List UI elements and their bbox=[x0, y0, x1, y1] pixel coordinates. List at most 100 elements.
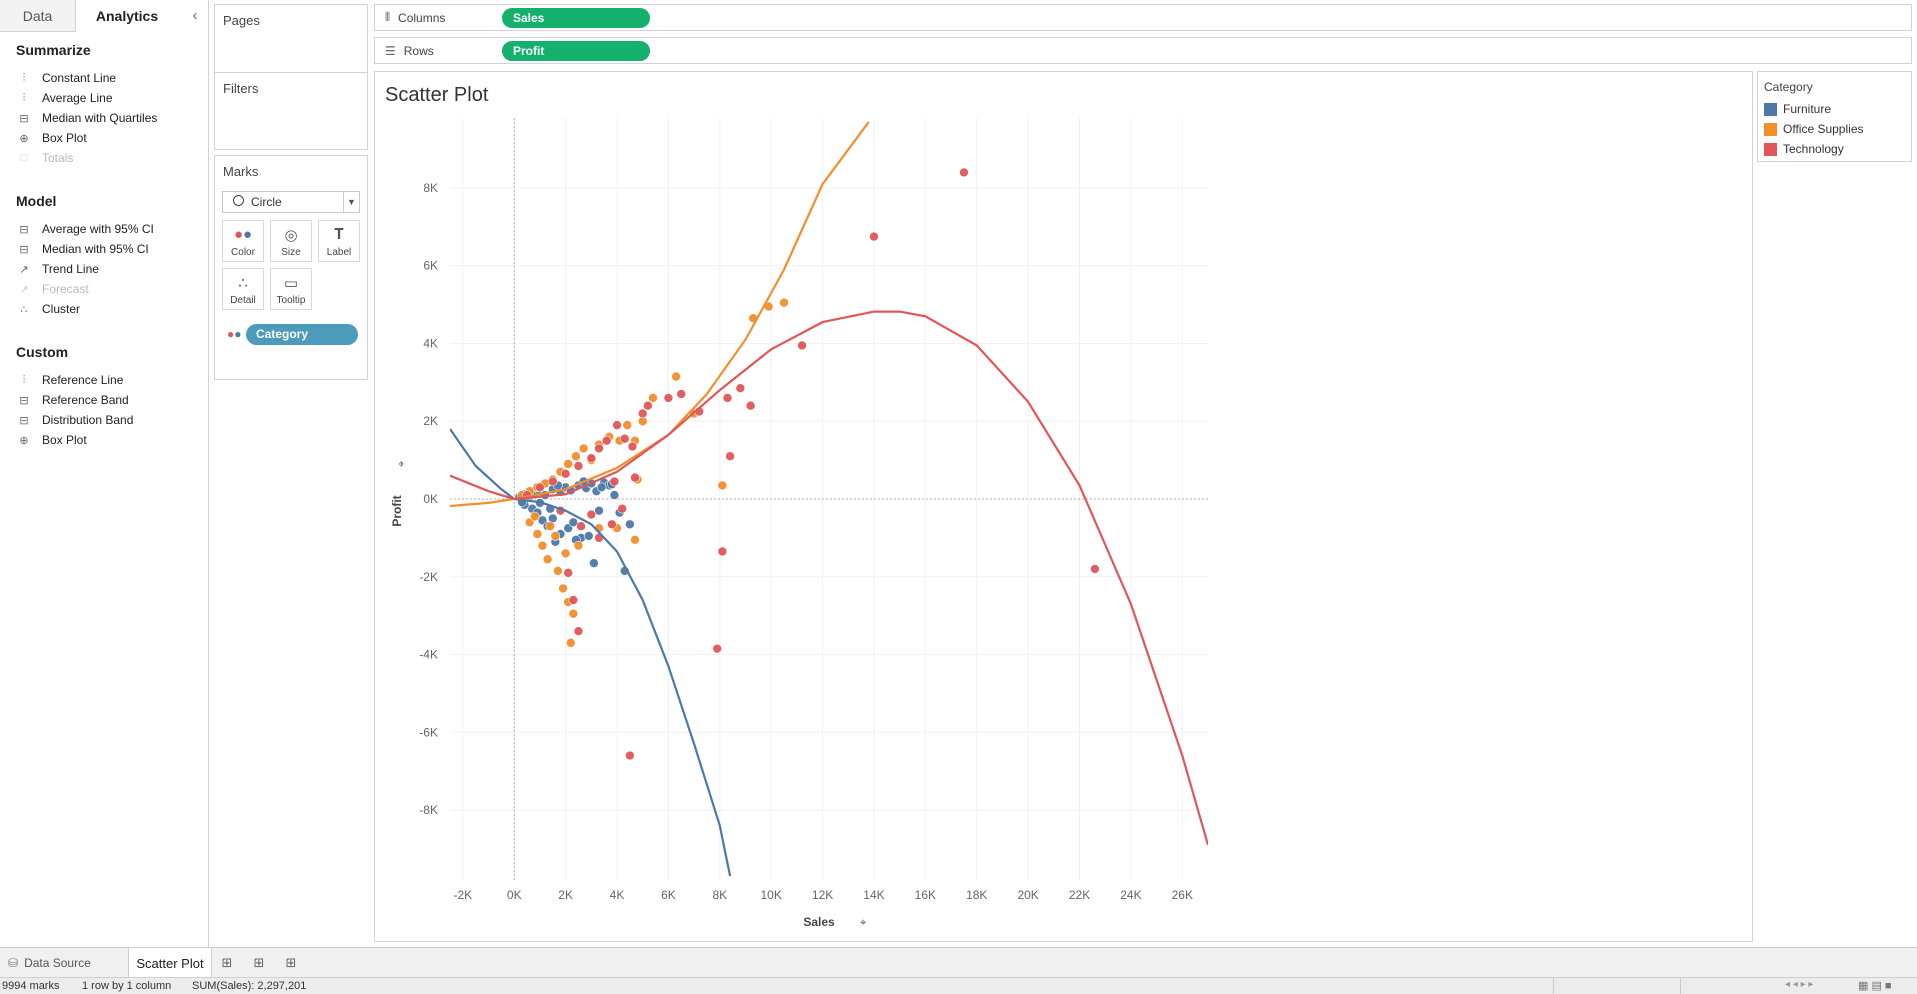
analytics-item-constant-line[interactable]: ⫶ Constant Line bbox=[16, 69, 206, 87]
y-tick-label: -8K bbox=[419, 803, 438, 817]
filters-card[interactable]: Filters bbox=[214, 72, 368, 150]
label-icon: 𝐓 bbox=[334, 226, 344, 243]
tab-scatter-plot[interactable]: Scatter Plot bbox=[128, 948, 212, 978]
data-point-technology bbox=[637, 408, 648, 419]
analytics-item-trend-line[interactable]: ↗ Trend Line bbox=[16, 260, 206, 278]
tab-data-source[interactable]: ⛁ Data Source bbox=[2, 950, 126, 976]
analytics-item-median-quartiles[interactable]: ⊟ Median with Quartiles bbox=[16, 109, 206, 127]
average-ci-icon: ⊟ bbox=[19, 223, 29, 236]
analytics-item-average-line[interactable]: ⫶ Average Line bbox=[16, 89, 206, 107]
marks-size-button[interactable]: ◎ Size bbox=[270, 220, 312, 262]
trend-line-technology bbox=[450, 310, 1208, 846]
marks-button-label: Label bbox=[326, 247, 352, 258]
x-tick-label: 20K bbox=[1017, 888, 1038, 902]
sheet-nav-icons[interactable]: ◂ ◂ ▸ ▸ bbox=[1785, 979, 1814, 990]
chevron-down-icon: ▼ bbox=[343, 192, 359, 212]
legend-item-office-supplies[interactable]: Office Supplies bbox=[1764, 120, 1864, 138]
columns-shelf[interactable]: ⫴ Columns Sales bbox=[374, 4, 1912, 31]
y-axis-title: Profit bbox=[390, 495, 404, 526]
filters-card-title: Filters bbox=[223, 81, 259, 96]
new-worksheet-icon[interactable]: ⊞ bbox=[221, 955, 233, 970]
analytics-item-cluster[interactable]: ∴ Cluster bbox=[16, 300, 206, 318]
analytics-item-forecast: ↗ Forecast bbox=[16, 280, 206, 298]
database-icon: ⛁ bbox=[8, 956, 19, 970]
data-point-technology bbox=[663, 393, 674, 403]
analytics-item-label: Constant Line bbox=[42, 71, 117, 85]
analytics-item-reference-line[interactable]: ⫶ Reference Line bbox=[16, 371, 206, 389]
analytics-item-average-ci[interactable]: ⊟ Average with 95% CI bbox=[16, 220, 206, 238]
analytics-item-reference-band[interactable]: ⊟ Reference Band bbox=[16, 391, 206, 409]
analytics-item-box-plot-custom[interactable]: ⊕ Box Plot bbox=[16, 431, 206, 449]
data-point-office-supplies bbox=[571, 451, 581, 462]
analytics-item-label: Box Plot bbox=[42, 131, 87, 145]
data-point-technology bbox=[745, 400, 756, 411]
analytics-item-label: Reference Band bbox=[42, 393, 129, 407]
legend-swatch bbox=[1764, 122, 1777, 136]
rows-shelf[interactable]: ☰ Rows Profit bbox=[374, 37, 1912, 64]
pin-icon: ⌖ bbox=[396, 461, 408, 467]
data-point-office-supplies bbox=[560, 548, 571, 559]
data-point-office-supplies bbox=[568, 608, 579, 619]
new-dashboard-icon[interactable]: ⊞ bbox=[253, 955, 265, 970]
tab-data[interactable]: Data bbox=[0, 0, 76, 32]
data-point-furniture bbox=[596, 482, 607, 493]
analytics-item-distribution-band[interactable]: ⊟ Distribution Band bbox=[16, 411, 206, 429]
status-marks-count: 9994 marks bbox=[2, 980, 60, 992]
x-tick-label: 4K bbox=[610, 888, 625, 902]
size-icon: ◎ bbox=[284, 227, 298, 244]
forecast-icon: ↗ bbox=[19, 283, 29, 296]
data-point-technology bbox=[619, 433, 630, 444]
data-point-office-supplies bbox=[545, 521, 556, 532]
plot-marks bbox=[450, 121, 1208, 877]
rows-icon: ☰ bbox=[385, 43, 396, 58]
data-point-technology bbox=[601, 435, 612, 446]
color-icon: ●● bbox=[233, 226, 253, 243]
data-point-office-supplies bbox=[550, 531, 561, 541]
x-tick-label: 6K bbox=[661, 888, 676, 902]
marks-color-button[interactable]: ●● Color bbox=[222, 220, 264, 262]
mark-type-dropdown[interactable]: Circle ▼ bbox=[222, 191, 360, 213]
data-point-technology bbox=[725, 451, 735, 462]
analytics-item-label: Median with 95% CI bbox=[42, 242, 149, 256]
data-point-technology bbox=[609, 476, 620, 487]
view-mode-icons[interactable]: ▦ ▤ ■ bbox=[1858, 980, 1892, 992]
legend-item-technology[interactable]: Technology bbox=[1764, 140, 1844, 158]
tab-analytics[interactable]: Analytics bbox=[76, 0, 178, 32]
section-model: Model bbox=[16, 193, 57, 209]
profit-pill[interactable]: Profit bbox=[502, 41, 650, 61]
color-encoding-icon: ●● bbox=[227, 327, 242, 341]
box-plot-icon: ⊕ bbox=[19, 132, 29, 145]
legend-item-furniture[interactable]: Furniture bbox=[1764, 100, 1831, 118]
trend-line-furniture bbox=[450, 428, 732, 877]
data-point-technology bbox=[717, 546, 728, 557]
sales-pill[interactable]: Sales bbox=[502, 8, 650, 28]
pin-icon: ⌖ bbox=[860, 917, 866, 929]
chevron-left-icon[interactable]: ‹ bbox=[192, 7, 198, 24]
analytics-item-box-plot[interactable]: ⊕ Box Plot bbox=[16, 129, 206, 147]
columns-label-text: Columns bbox=[398, 10, 446, 25]
scatter-chart[interactable]: -2K 0K 2K 4K 6K 8K 10K 12K 14K 16K 18K 20K 22K 24K 26K… bbox=[375, 72, 1752, 941]
marks-card: Marks Circle ▼ ●● Color ◎ Size 𝐓 Label ∴… bbox=[214, 155, 368, 380]
data-point-technology bbox=[959, 167, 969, 178]
data-point-office-supplies bbox=[779, 297, 789, 308]
analytics-item-median-ci[interactable]: ⊟ Median with 95% CI bbox=[16, 240, 206, 258]
legend-label: Office Supplies bbox=[1783, 122, 1864, 136]
marks-tooltip-button[interactable]: ▭ Tooltip bbox=[270, 268, 312, 310]
worksheet-view: Scatter Plot -2K 0K 2K 4K 6K 8K 10K 12K 14K 16K 18… bbox=[374, 71, 1753, 942]
x-tick-label: 22K bbox=[1069, 888, 1090, 902]
marks-card-title: Marks bbox=[223, 164, 259, 179]
legend-title: Category bbox=[1764, 80, 1813, 94]
marks-label-button[interactable]: 𝐓 Label bbox=[318, 220, 360, 262]
data-point-technology bbox=[594, 443, 604, 454]
analytics-item-totals: □ Totals bbox=[16, 149, 206, 167]
new-story-icon[interactable]: ⊞ bbox=[285, 955, 297, 970]
marks-detail-button[interactable]: ∴ Detail bbox=[222, 268, 264, 310]
analytics-item-label: Distribution Band bbox=[42, 413, 134, 427]
data-point-technology bbox=[612, 420, 622, 430]
data-point-technology bbox=[627, 441, 638, 452]
data-point-technology bbox=[563, 568, 573, 578]
data-point-office-supplies bbox=[563, 459, 573, 469]
analytics-item-label: Reference Line bbox=[42, 373, 124, 387]
status-divider bbox=[1553, 978, 1554, 994]
category-color-pill[interactable]: Category bbox=[246, 324, 358, 345]
